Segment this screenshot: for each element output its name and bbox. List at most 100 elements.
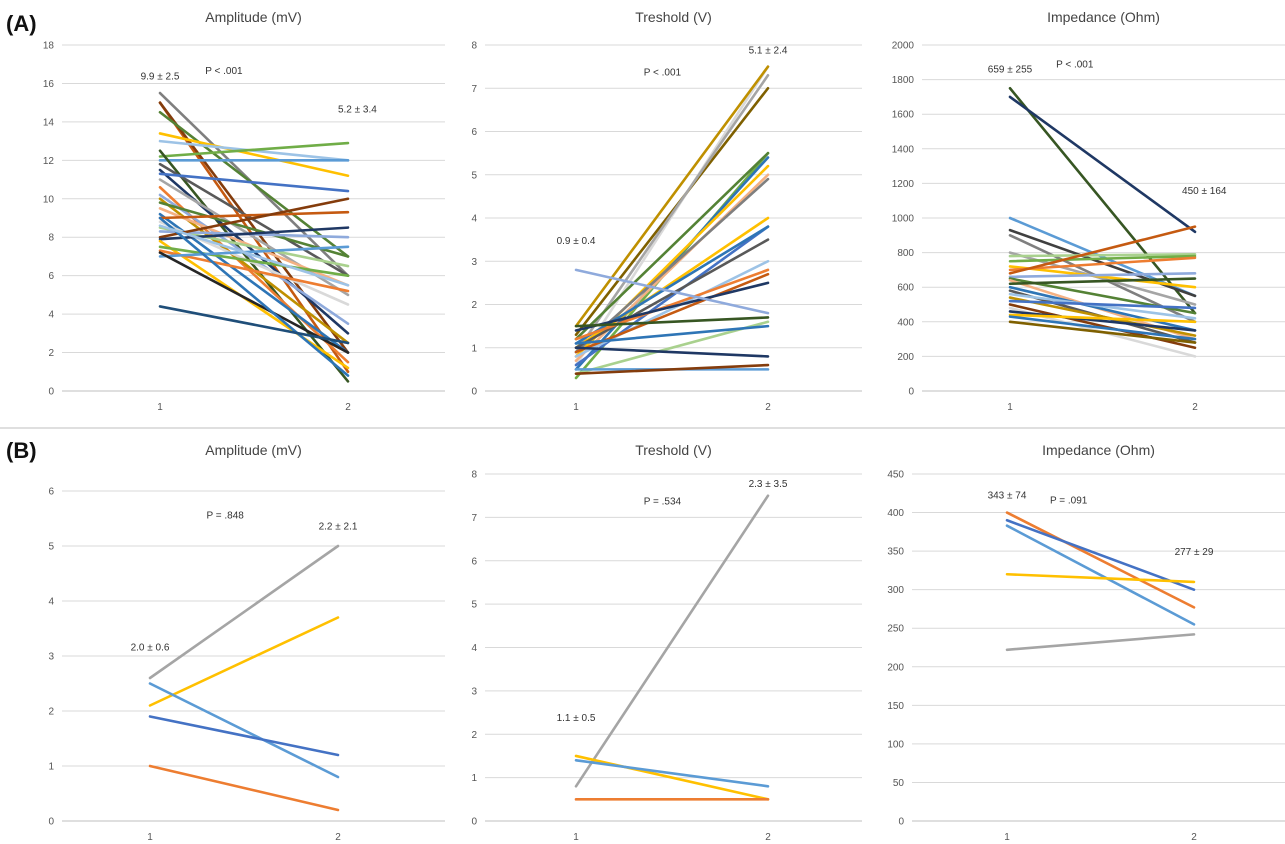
y-tick-label: 0 xyxy=(471,817,477,828)
x-tick-label: 1 xyxy=(1004,832,1010,843)
chart-title: Impedance (Ohm) xyxy=(1042,442,1155,458)
y-tick-label: 12 xyxy=(43,156,55,167)
annotation-label: 659 ± 255 xyxy=(988,65,1033,76)
y-tick-label: 2 xyxy=(471,300,477,311)
x-tick-label: 1 xyxy=(1007,402,1013,413)
annotation-label: 2.2 ± 2.1 xyxy=(319,522,358,533)
series-line-18 xyxy=(1008,292,1197,320)
y-tick-label: 14 xyxy=(43,117,55,128)
series-line-12 xyxy=(158,172,350,193)
annotation-label: 277 ± 29 xyxy=(1175,547,1214,558)
series-line-4 xyxy=(158,110,350,258)
chart-title: Impedance (Ohm) xyxy=(1047,9,1160,25)
y-tick-label: 1800 xyxy=(892,75,915,86)
y-tick-label: 1400 xyxy=(892,144,915,155)
y-tick-label: 6 xyxy=(48,487,54,498)
series-line-25 xyxy=(1008,315,1197,341)
y-tick-label: 2 xyxy=(48,348,54,359)
series-line-20 xyxy=(158,210,350,220)
series-line-22 xyxy=(574,324,770,345)
series-line-18 xyxy=(574,281,770,332)
annotation-label: P < .001 xyxy=(1056,59,1094,70)
series-line-25 xyxy=(574,363,770,376)
y-tick-label: 50 xyxy=(893,778,905,789)
series-line-21 xyxy=(574,320,770,376)
y-tick-label: 8 xyxy=(471,470,477,481)
series-line-3 xyxy=(574,758,770,788)
y-tick-label: 5 xyxy=(48,542,54,553)
y-tick-label: 0 xyxy=(48,387,54,398)
series-line-24 xyxy=(158,197,350,239)
series-line-21 xyxy=(1008,303,1197,350)
y-tick-label: 0 xyxy=(898,817,904,828)
series-line-16 xyxy=(574,268,770,341)
series-line-12 xyxy=(1008,272,1197,279)
series-line-19 xyxy=(1008,296,1197,337)
annotation-label: 2.3 ± 3.5 xyxy=(749,479,788,490)
y-tick-label: 1 xyxy=(48,762,54,773)
series-line-26 xyxy=(1008,320,1197,344)
series-line-10 xyxy=(158,162,350,277)
y-tick-label: 2000 xyxy=(892,41,915,52)
y-tick-label: 6 xyxy=(471,556,477,567)
series-line-7 xyxy=(1008,253,1197,258)
series-line-24 xyxy=(1008,313,1197,324)
y-tick-label: 7 xyxy=(471,84,477,95)
y-tick-label: 6 xyxy=(471,127,477,138)
series-line-2 xyxy=(148,616,340,707)
series-line-5 xyxy=(1005,633,1196,652)
annotation-label: P = .848 xyxy=(207,511,245,522)
annotation-label: 9.9 ± 2.5 xyxy=(141,72,180,83)
series-line-15 xyxy=(1008,277,1197,286)
series-line-2 xyxy=(574,65,770,328)
y-tick-label: 3 xyxy=(471,686,477,697)
y-tick-label: 10 xyxy=(43,194,55,205)
annotation-label: 0.9 ± 0.4 xyxy=(557,236,596,247)
series-line-6 xyxy=(574,151,770,341)
chart-title: Treshold (V) xyxy=(635,9,712,25)
y-tick-label: 1000 xyxy=(892,214,915,225)
x-tick-label: 2 xyxy=(335,832,341,843)
series-line-2 xyxy=(1008,95,1197,234)
series-line-8 xyxy=(1008,254,1197,263)
series-line-4 xyxy=(574,73,770,354)
y-tick-label: 5 xyxy=(471,600,477,611)
chart-2: Treshold (V) 0 1 2 3 4 5 6 7 8 1 2 0.9 ± 0.4 P < .001… xyxy=(471,9,862,413)
y-tick-label: 200 xyxy=(887,662,904,673)
x-tick-label: 2 xyxy=(765,832,771,843)
series-line-7 xyxy=(158,141,350,158)
series-line-3 xyxy=(1005,524,1196,626)
series-line-17 xyxy=(574,272,770,354)
annotation-label: P < .001 xyxy=(644,67,682,78)
y-tick-label: 350 xyxy=(887,547,904,558)
annotation-label: 1.1 ± 0.5 xyxy=(557,713,596,724)
panel-label-a: (A) xyxy=(6,11,37,36)
series-line-4 xyxy=(148,715,340,757)
series-line-23 xyxy=(574,346,770,358)
series-line-31 xyxy=(158,216,350,377)
series-line-29 xyxy=(158,245,350,258)
series-line-10 xyxy=(1008,256,1197,272)
series-line-4 xyxy=(1005,572,1196,584)
y-tick-label: 3 xyxy=(471,257,477,268)
annotation-label: 5.1 ± 2.4 xyxy=(749,46,788,57)
series-line-22 xyxy=(158,226,350,268)
series-line-3 xyxy=(148,682,340,779)
chart-title: Treshold (V) xyxy=(635,442,712,458)
series-line-2 xyxy=(574,754,770,801)
y-tick-label: 4 xyxy=(471,643,477,654)
y-tick-label: 0 xyxy=(471,387,477,398)
series-line-1 xyxy=(1005,511,1196,609)
y-tick-label: 4 xyxy=(48,310,54,321)
y-tick-label: 6 xyxy=(48,271,54,282)
x-tick-label: 1 xyxy=(573,832,579,843)
series-line-9 xyxy=(158,149,350,383)
y-tick-label: 0 xyxy=(908,387,914,398)
y-tick-label: 400 xyxy=(897,317,914,328)
y-tick-label: 16 xyxy=(43,79,55,90)
x-tick-label: 1 xyxy=(147,832,153,843)
annotation-label: P = .091 xyxy=(1050,495,1088,506)
series-line-11 xyxy=(1008,225,1197,275)
